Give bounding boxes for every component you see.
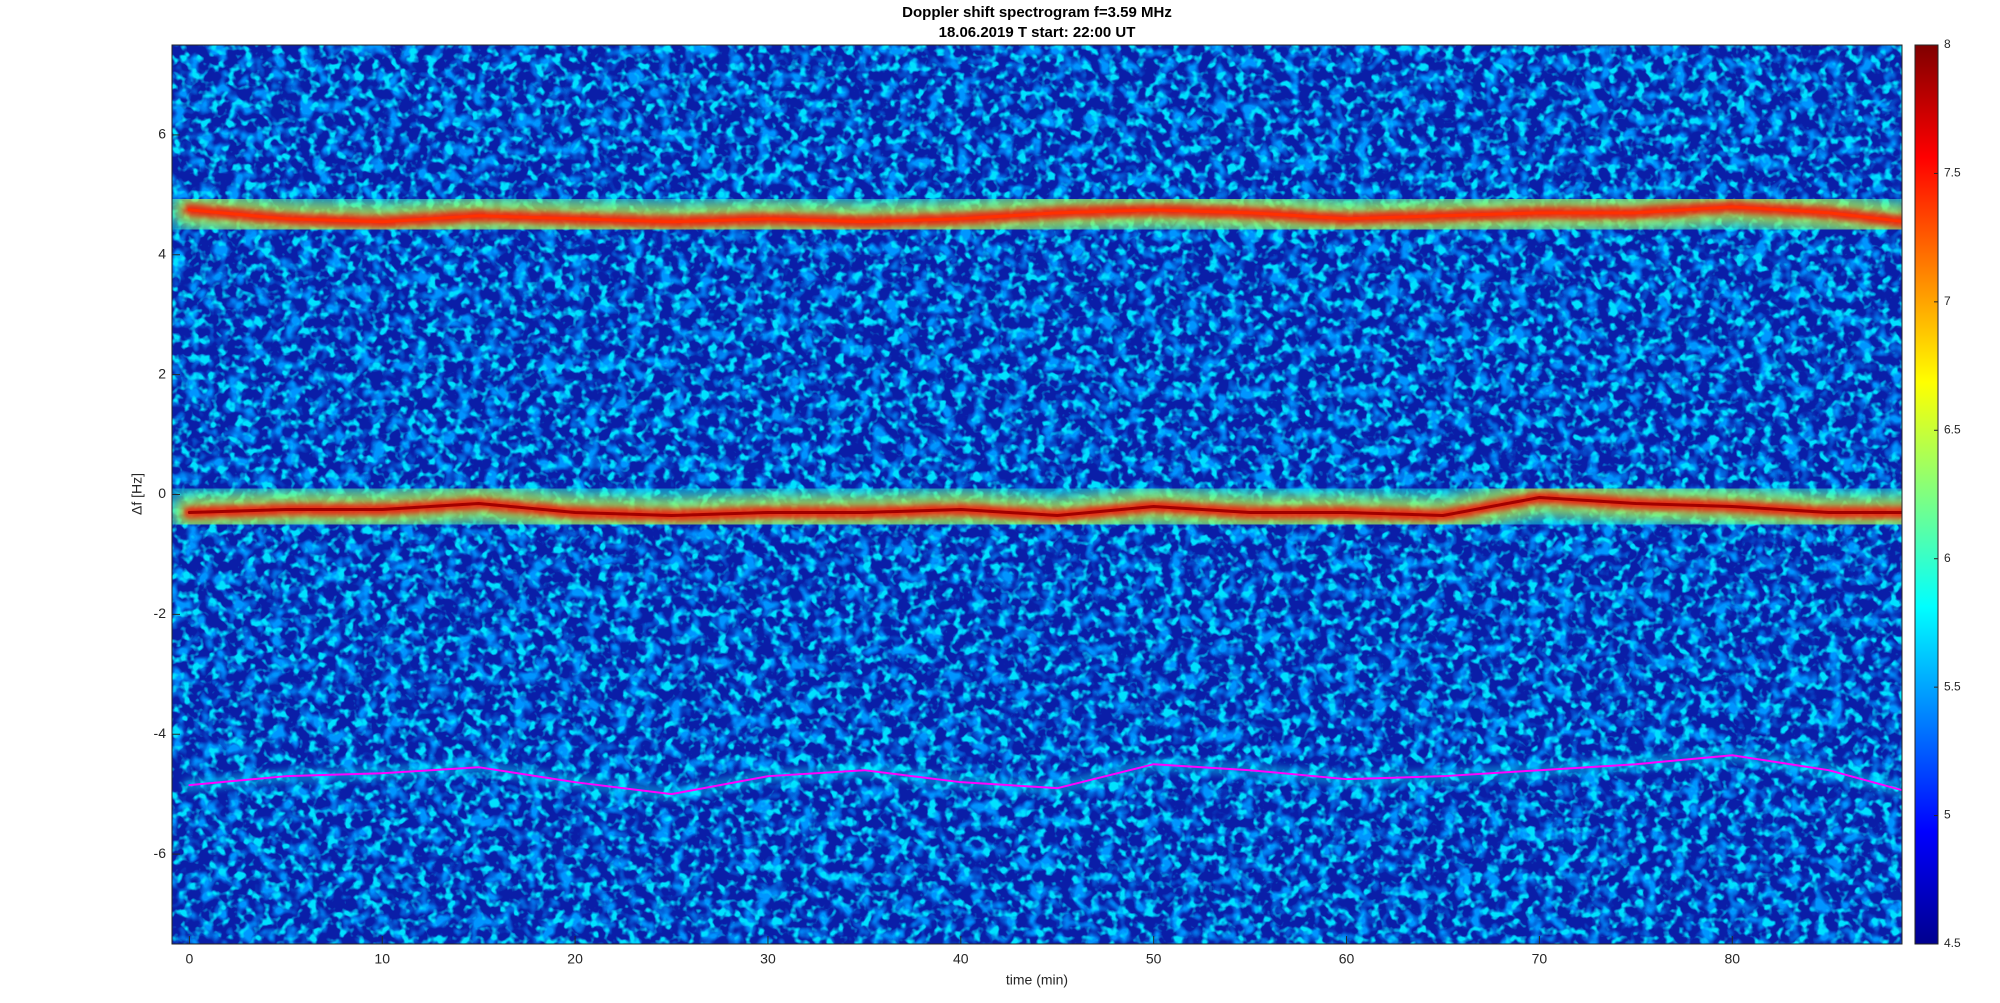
trace-line: [187, 495, 1902, 517]
colorbar-tick-label: 7.5: [1944, 166, 1961, 180]
colorbar-tick-label: 8: [1944, 37, 1951, 51]
chart-title: Doppler shift spectrogram f=3.59 MHz: [902, 4, 1172, 21]
x-tick-label: 0: [185, 951, 193, 967]
plot-area: [172, 45, 1902, 944]
y-tick-label: -4: [154, 725, 167, 741]
trace-line: [188, 754, 1902, 796]
axes: 0 10 20 30 40 50 60 70 80 -6 -4 -2 0 2 4 6 4.5 5 5.5 6 6.5 7 7…: [154, 37, 1961, 967]
colorbar-tick-label: 6: [1944, 551, 1951, 565]
colorbar-tick-label: 4.5: [1944, 936, 1961, 950]
y-tick-label: -6: [154, 845, 167, 861]
x-tick-label: 20: [567, 951, 583, 967]
x-tick-label: 70: [1532, 951, 1548, 967]
y-tick-label: 4: [158, 245, 166, 261]
trace-line: [187, 205, 1902, 224]
x-tick-label: 30: [760, 951, 776, 967]
y-tick-label: 0: [158, 485, 166, 501]
colorbar-tick-label: 5: [1944, 808, 1951, 822]
x-tick-label: 60: [1339, 951, 1355, 967]
colorbar: [1914, 44, 1939, 945]
colorbar-tick-label: 6.5: [1944, 422, 1961, 436]
colorbar-tick-label: 7: [1944, 294, 1951, 308]
x-axis-label: time (min): [1006, 972, 1068, 988]
x-tick-label: 40: [953, 951, 969, 967]
chart-subtitle: 18.06.2019 T start: 22:00 UT: [939, 24, 1136, 41]
y-tick-label: 2: [158, 365, 166, 381]
y-axis-label: Δf [Hz]: [129, 473, 145, 515]
x-tick-label: 10: [374, 951, 390, 967]
y-tick-label: 6: [158, 126, 166, 142]
x-tick-label: 50: [1146, 951, 1162, 967]
x-tick-label: 80: [1724, 951, 1740, 967]
y-tick-label: -2: [154, 605, 167, 621]
colorbar-tick-label: 5.5: [1944, 679, 1961, 693]
